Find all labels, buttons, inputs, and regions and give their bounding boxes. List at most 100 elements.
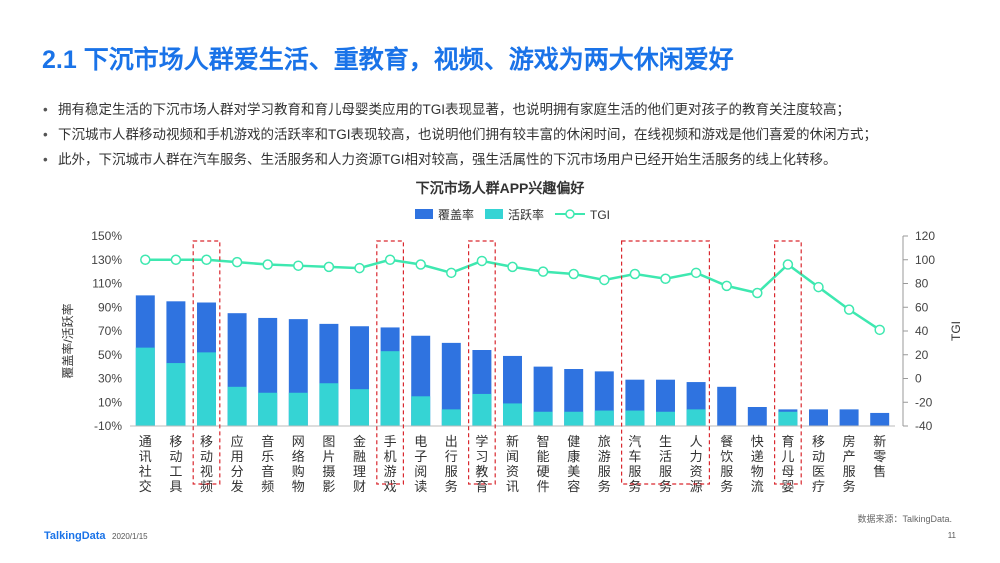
- active-bar: [227, 386, 247, 426]
- bullet-list: 拥有稳定生活的下沉市场人群对学习教育和育儿母婴类应用的TGI表现显著，也说明拥有…: [43, 97, 877, 172]
- tgi-point: [354, 262, 365, 274]
- coverage-bar: [839, 409, 859, 426]
- category-label: 动: [812, 449, 825, 464]
- y-tick-label: 70%: [98, 324, 122, 338]
- category-label: 讯: [506, 479, 519, 494]
- category-label: 儿: [781, 449, 794, 464]
- category-label: 产: [843, 449, 856, 464]
- category-label: 智: [537, 434, 550, 449]
- category-label: 阅: [414, 464, 427, 479]
- tgi-point: [384, 254, 396, 265]
- category-label: 服: [720, 464, 733, 479]
- coverage-bar: [747, 407, 767, 426]
- category-label: 学: [475, 434, 488, 449]
- category-label: 能: [537, 449, 550, 464]
- y2-tick-label: -20: [915, 395, 933, 409]
- active-bar: [503, 403, 522, 426]
- category-label: 用: [231, 449, 244, 464]
- category-label: 闻: [506, 449, 519, 464]
- active-bar: [656, 411, 675, 426]
- category-label: 音: [261, 464, 274, 479]
- active-bar: [166, 363, 186, 426]
- highlight-box: [468, 240, 496, 485]
- page-title: 2.1 下沉市场人群爱生活、重教育，视频、游戏为两大休闲爱好: [42, 46, 734, 74]
- category-label: 件: [537, 479, 550, 494]
- y-tick-label: 150%: [91, 229, 122, 243]
- tgi-point: [599, 274, 610, 286]
- category-label: 饮: [720, 449, 733, 464]
- highlight-box: [620, 240, 710, 485]
- legend-coverage-swatch: [415, 209, 433, 219]
- tgi-point: [323, 261, 335, 273]
- category-label: 零: [873, 449, 886, 464]
- category-label: 服: [445, 464, 458, 479]
- bullet-item: 此外，下沉城市人群在汽车服务、生活服务和人力资源TGI相对较高，强生活属性的下沉…: [43, 147, 877, 172]
- category-label: 发: [231, 479, 244, 494]
- y-tick-label: 50%: [98, 348, 122, 362]
- tgi-point: [874, 324, 885, 336]
- tgi-point: [476, 255, 488, 267]
- active-bar: [197, 352, 216, 426]
- category-label: 购: [292, 464, 305, 479]
- category-label: 人: [690, 434, 703, 449]
- y2-tick-label: 20: [915, 348, 929, 362]
- tgi-point: [415, 259, 426, 270]
- category-label: 社: [139, 464, 152, 479]
- y-tick-label: 30%: [98, 372, 122, 386]
- coverage-bar: [441, 342, 461, 426]
- category-label: 音: [261, 434, 274, 449]
- y2-tick-label: 60: [915, 300, 929, 314]
- category-label: 美: [567, 464, 580, 479]
- category-label: 活: [659, 449, 672, 464]
- category-label: 房: [843, 434, 856, 449]
- tgi-point: [721, 280, 732, 292]
- category-label: 快: [751, 434, 764, 449]
- category-label: 理: [353, 464, 366, 479]
- legend-active-swatch: [485, 209, 503, 219]
- category-label: 旅: [598, 434, 611, 449]
- category-label: 务: [720, 479, 733, 494]
- active-bar: [319, 383, 339, 426]
- category-label: 硬: [537, 464, 550, 479]
- page-number: 11: [947, 531, 956, 540]
- coverage-bar: [809, 409, 828, 426]
- highlight-box: [192, 240, 221, 485]
- chart-title: 下沉市场人群APP兴趣偏好: [415, 180, 585, 196]
- category-label: 网: [292, 434, 305, 449]
- tgi-point: [752, 287, 763, 299]
- category-label: 行: [445, 449, 458, 464]
- active-bar: [350, 389, 369, 426]
- active-bar: [441, 409, 461, 426]
- tgi-point: [293, 260, 304, 271]
- app-interest-chart: -10% 10% 30% 50% 70% 90% 110% 130% 150% -40 -20 0 20…: [60, 207, 963, 494]
- category-label: 片: [322, 449, 335, 464]
- category-label: 育: [781, 434, 794, 449]
- category-label: 摄: [322, 464, 335, 479]
- category-label: 车: [628, 449, 641, 464]
- y2-tick-label: -40: [915, 419, 933, 433]
- category-label: 游: [598, 449, 611, 464]
- category-label: 财: [353, 479, 366, 494]
- tgi-point: [262, 259, 273, 270]
- category-label: 服: [598, 464, 611, 479]
- y-tick-label: 110%: [92, 277, 122, 291]
- category-label: 资: [506, 464, 519, 479]
- coverage-bar: [533, 366, 553, 426]
- category-label: 频: [200, 479, 213, 494]
- category-label: 汽: [628, 434, 641, 449]
- category-label: 读: [414, 479, 427, 494]
- category-label: 动: [200, 449, 213, 464]
- category-label: 流: [751, 479, 764, 494]
- category-label: 电: [414, 434, 427, 449]
- category-label: 健: [567, 434, 580, 449]
- category-label: 讯: [139, 449, 152, 464]
- category-label: 教: [475, 464, 488, 479]
- category-label: 务: [843, 479, 856, 494]
- legend-active-label: 活跃率: [508, 207, 544, 222]
- y-tick-label: 10%: [98, 395, 122, 409]
- category-label: 新: [506, 434, 519, 449]
- category-label: 务: [659, 479, 672, 494]
- category-label: 移: [812, 434, 825, 449]
- active-bar: [686, 409, 706, 426]
- coverage-bar: [870, 412, 890, 426]
